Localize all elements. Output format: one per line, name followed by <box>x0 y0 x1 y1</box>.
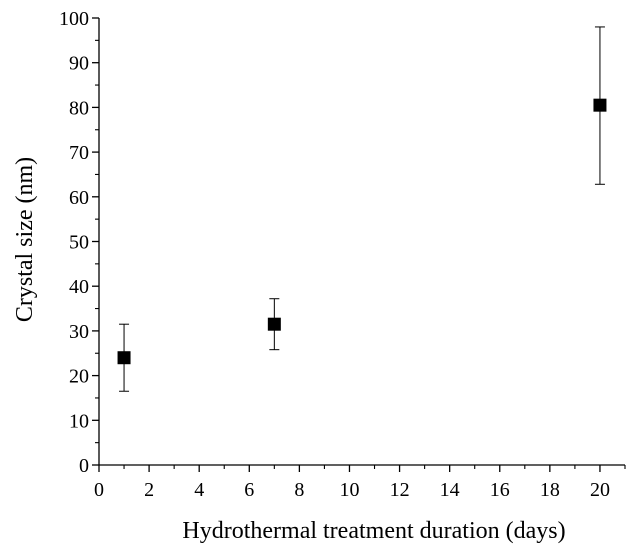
data-point <box>117 351 131 365</box>
tick-labels: 0 2 4 6 8 10 12 14 16 18 20 0 10 20 30 40 50 60 70 80 90 100 <box>59 8 610 501</box>
x-tick-label: 6 <box>244 479 254 501</box>
y-tick-label: 60 <box>69 187 89 209</box>
y-axis-title: Crystal size (nm) <box>12 157 38 322</box>
y-tick-label: 10 <box>69 410 89 432</box>
x-tick-label: 8 <box>294 479 304 501</box>
x-tick-label: 14 <box>440 479 460 501</box>
y-tick-label: 80 <box>69 97 89 119</box>
x-tick-label: 12 <box>390 479 410 501</box>
y-tick-label: 70 <box>69 142 89 164</box>
x-tick-label: 4 <box>194 479 204 501</box>
x-tick-label: 10 <box>339 479 359 501</box>
y-tick-label: 20 <box>69 366 89 388</box>
y-tick-label: 40 <box>69 276 89 298</box>
y-tick-label: 30 <box>69 321 89 343</box>
y-tick-label: 90 <box>69 53 89 75</box>
data-marks <box>117 26 607 392</box>
axes <box>98 18 625 466</box>
y-tick-label: 0 <box>79 455 89 477</box>
x-tick-label: 16 <box>490 479 510 501</box>
x-tick-label: 18 <box>540 479 560 501</box>
x-axis-title: Hydrothermal treatment duration (days) <box>182 518 565 544</box>
data-point <box>267 317 281 331</box>
y-tick-label: 50 <box>69 232 89 254</box>
ticks <box>92 17 626 472</box>
x-tick-label: 20 <box>590 479 610 501</box>
y-tick-label: 100 <box>59 8 89 30</box>
x-tick-label: 0 <box>94 479 104 501</box>
data-point <box>593 98 607 112</box>
x-tick-label: 2 <box>144 479 154 501</box>
